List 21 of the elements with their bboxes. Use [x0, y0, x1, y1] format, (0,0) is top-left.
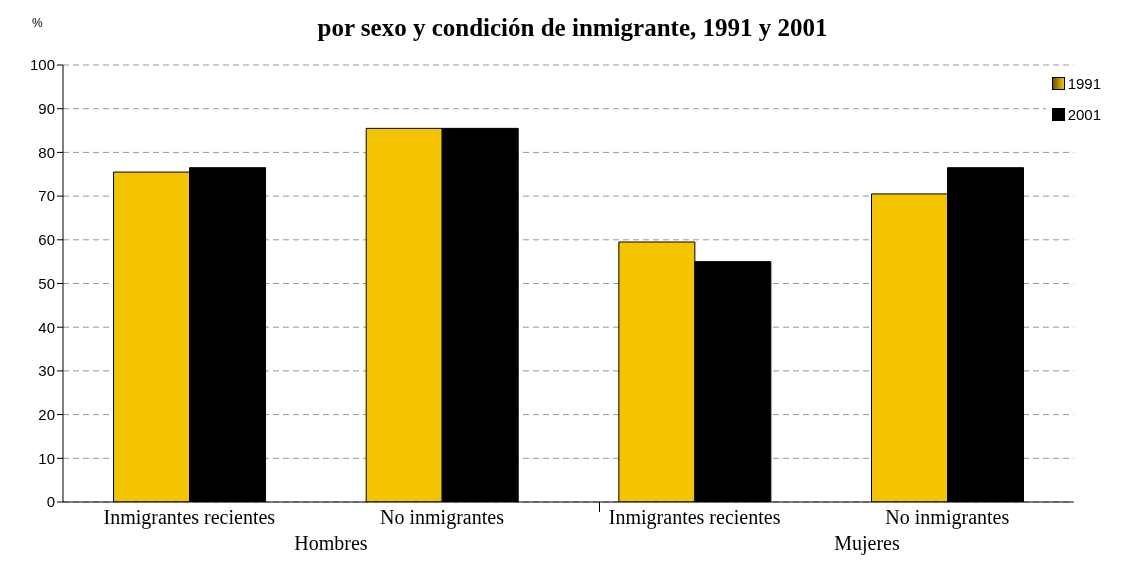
y-tick-label: 50: [38, 274, 55, 292]
text: Mujeres: [833, 532, 901, 555]
y-tick-label: 20: [38, 405, 55, 423]
y-tick-label: 60: [38, 231, 55, 249]
y-tick-label: 40: [38, 318, 55, 336]
x-tick-label: No inmigrantes: [885, 506, 1010, 530]
text: Hombres: [293, 532, 369, 555]
y-tick-label: 100: [29, 56, 55, 74]
legend-label: 1991: [1067, 75, 1101, 92]
x-tick-label: Inmigrantes recientes: [608, 506, 781, 530]
y-tick-label: 30: [38, 362, 55, 380]
x-tick-label: No inmigrantes: [380, 506, 505, 530]
y-axis-title: %: [32, 16, 43, 30]
y-tick-label: 10: [38, 449, 55, 467]
y-tick-label: 80: [38, 143, 55, 161]
legend-label: 2001: [1067, 106, 1101, 123]
x-tick-label: Inmigrantes recientes: [103, 506, 276, 530]
y-tick-label: 0: [46, 493, 55, 511]
y-tick-label: 90: [38, 100, 55, 118]
y-tick-label: 70: [38, 187, 55, 205]
chart-title: por sexo y condición de inmigrante, 1991 y 2001: [317, 14, 828, 41]
